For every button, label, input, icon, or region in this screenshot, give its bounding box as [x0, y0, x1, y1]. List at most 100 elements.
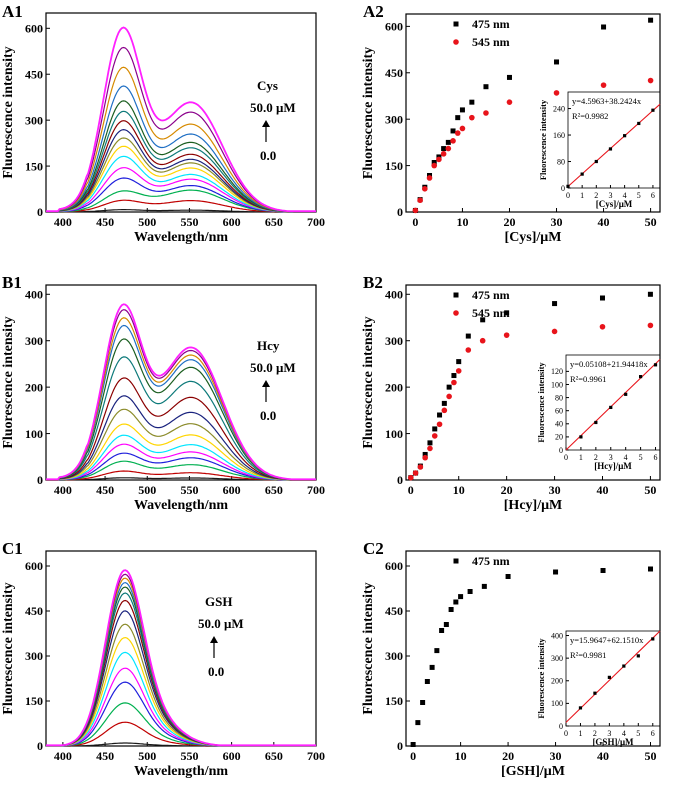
inset-data-point: [578, 706, 583, 710]
x-axis-label: [Hcy]/μM: [504, 498, 562, 513]
x-tick-label: 6: [654, 453, 658, 462]
y-tick-label: 0: [397, 473, 403, 487]
x-tick-label: 450: [96, 749, 114, 763]
x-axis-label: [Cys]/μM: [596, 199, 633, 209]
data-point-475nm: [469, 99, 475, 105]
data-point-475nm: [453, 599, 459, 605]
data-point-545nm: [551, 328, 558, 335]
y-tick-label: 450: [25, 67, 43, 81]
x-tick-label: 2: [594, 191, 598, 200]
data-point-545nm: [600, 82, 607, 88]
x-tick-label: 6: [651, 191, 655, 200]
y-axis-label: Fluorescence intensity: [536, 362, 546, 443]
legend-marker-475nm: [453, 558, 459, 564]
data-point-475nm: [554, 59, 560, 65]
y-tick-label: 600: [385, 559, 403, 573]
inset-data-point: [594, 420, 598, 425]
concentration-top-label: 50.0 μM: [250, 360, 296, 375]
spectrum-line: [46, 26, 316, 213]
analyte-label: GSH: [205, 594, 232, 609]
inset-data-point: [609, 405, 613, 410]
data-point-475nm: [415, 720, 421, 726]
data-point-545nm: [503, 332, 510, 338]
x-tick-label: 650: [265, 215, 283, 229]
y-axis-label: Fluorescence intensity: [361, 316, 376, 448]
x-tick-label: 450: [96, 215, 114, 229]
data-point-545nm: [407, 474, 414, 481]
x-tick-label: 50: [645, 215, 657, 229]
data-point-475nm: [648, 566, 654, 572]
data-point-545nm: [436, 421, 443, 428]
x-tick-label: 2: [594, 453, 598, 462]
fit-equation: y=4.5963+38.2424x: [572, 96, 642, 106]
legend-marker-475nm: [453, 21, 459, 27]
x-tick-label: 10: [456, 215, 468, 229]
x-tick-label: 650: [265, 749, 283, 763]
data-point-475nm: [458, 594, 464, 600]
y-tick-label: 120: [551, 367, 563, 376]
data-point-475nm: [465, 333, 471, 339]
panel-b2-inset: 0 1 2 3 4 5 6020406080100120[Hcy]/μMFluorescen…: [536, 354, 661, 471]
data-point-545nm: [412, 470, 419, 476]
x-tick-label: 400: [54, 215, 72, 229]
data-point-475nm: [446, 384, 452, 390]
data-point-545nm: [553, 90, 560, 96]
data-point-545nm: [506, 99, 513, 105]
arrow-head: [262, 380, 270, 387]
data-point-545nm: [599, 323, 606, 330]
x-tick-label: 700: [307, 215, 325, 229]
plot-frame: [565, 354, 661, 451]
y-tick-label: 450: [385, 66, 403, 80]
y-tick-label: 150: [385, 694, 403, 708]
data-point-545nm: [465, 347, 472, 353]
data-point-545nm: [454, 130, 461, 136]
data-point-475nm: [601, 24, 607, 30]
arrow-head: [210, 636, 218, 643]
y-axis-label: Fluorescence intensity: [538, 99, 548, 180]
x-tick-label: 40: [597, 749, 609, 763]
x-tick-label: 4: [624, 453, 628, 462]
y-tick-label: 300: [25, 649, 43, 663]
panel-a1: 400 450 500 550 600 650 7000150300450600Wavele…: [1, 12, 325, 245]
x-tick-label: 40: [596, 483, 608, 497]
y-tick-label: 20: [555, 433, 563, 442]
data-point-545nm: [455, 368, 462, 374]
data-point-545nm: [446, 393, 452, 400]
data-point-475nm: [439, 628, 445, 633]
x-tick-label: 400: [54, 483, 72, 497]
y-axis-label: Fluorescence intensity: [1, 582, 16, 714]
y-axis-label: Fluorescence intensity: [361, 47, 376, 179]
x-tick-label: 2: [593, 729, 597, 738]
x-tick-label: 3: [607, 729, 611, 738]
spectrum-line: [46, 569, 316, 747]
fit-equation: y=15.9647+62.1510x: [570, 635, 644, 645]
x-tick-label: 20: [501, 483, 513, 497]
panel-label-b2: B2: [363, 273, 383, 292]
data-point-545nm: [459, 125, 466, 132]
y-tick-label: 400: [25, 287, 43, 301]
panel-c2-inset: 0 1 2 3 4 5 6 0 100 200 300 400 [GSH]/μM Fluorescence…: [536, 630, 661, 747]
legend-label: 475 nm: [472, 554, 510, 568]
data-point-545nm: [431, 162, 438, 169]
y-tick-label: 600: [25, 559, 43, 573]
inset-data-point: [607, 675, 611, 679]
inset-data-point: [580, 172, 584, 176]
plot-frame: [405, 284, 661, 481]
data-point-545nm: [483, 110, 489, 116]
legend-marker-545nm: [453, 310, 459, 316]
y-tick-label: 0: [559, 722, 563, 731]
x-tick-label: 3: [608, 191, 612, 200]
x-tick-label: 400: [54, 749, 72, 763]
x-tick-label: 700: [307, 749, 325, 763]
data-point-475nm: [600, 568, 606, 573]
inset-data-point: [653, 363, 658, 367]
x-tick-label: 5: [636, 729, 640, 738]
analyte-label: Cys: [257, 78, 278, 93]
x-tick-label: 0: [408, 483, 414, 497]
data-point-475nm: [445, 139, 451, 145]
data-point-475nm: [429, 664, 435, 670]
data-point-475nm: [480, 317, 486, 323]
data-point-475nm: [459, 107, 465, 113]
x-tick-label: 40: [598, 215, 610, 229]
